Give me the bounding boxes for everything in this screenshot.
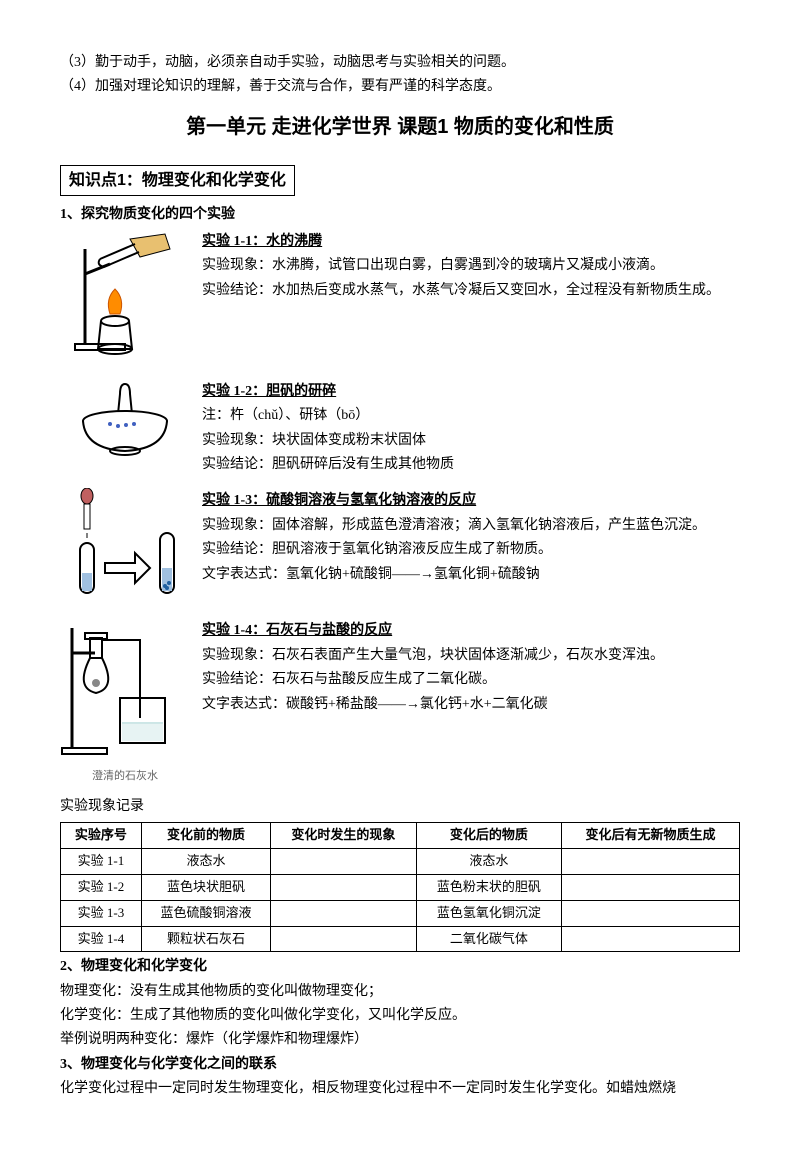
experiment-1-4-figure: 澄清的石灰水 bbox=[60, 618, 190, 786]
th-3: 变化后的物质 bbox=[416, 823, 561, 849]
section-3-title: 3、物理变化与化学变化之间的联系 bbox=[60, 1054, 740, 1076]
knowledge-point-1-title: 知识点1：物理变化和化学变化 bbox=[60, 165, 295, 197]
intro-line-4: （4）加强对理论知识的理解，善于交流与合作，要有严谨的科学态度。 bbox=[60, 76, 740, 98]
exp-1-2-conclusion: 实验结论：胆矾研碎后没有生成其他物质 bbox=[202, 454, 740, 476]
table-header-row: 实验序号 变化前的物质 变化时发生的现象 变化后的物质 变化后有无新物质生成 bbox=[61, 823, 740, 849]
table-row: 实验 1-1 液态水 液态水 bbox=[61, 849, 740, 875]
exp-1-4-phenomenon: 实验现象：石灰石表面产生大量气泡，块状固体逐渐减少，石灰水变浑浊。 bbox=[202, 645, 740, 667]
th-0: 实验序号 bbox=[61, 823, 142, 849]
th-2: 变化时发生的现象 bbox=[271, 823, 416, 849]
experiment-1-1: 实验 1-1：水的沸腾 实验现象：水沸腾，试管口出现白雾，白雾遇到冷的玻璃片又凝… bbox=[60, 229, 740, 369]
exp-1-2-title: 实验 1-2：胆矾的研碎 bbox=[202, 384, 336, 399]
exp-1-3-conclusion: 实验结论：胆矾溶液于氢氧化钠溶液反应生成了新物质。 bbox=[202, 539, 740, 561]
table-row: 实验 1-3 蓝色硫酸铜溶液 蓝色氢氧化铜沉淀 bbox=[61, 900, 740, 926]
example-line: 举例说明两种变化：爆炸（化学爆炸和物理爆炸） bbox=[60, 1029, 740, 1051]
th-1: 变化前的物质 bbox=[141, 823, 270, 849]
intro-line-3: （3）勤于动手，动脑，必须亲自动手实验，动脑思考与实验相关的问题。 bbox=[60, 52, 740, 74]
exp-1-1-conclusion: 实验结论：水加热后变成水蒸气，水蒸气冷凝后又变回水，全过程没有新物质生成。 bbox=[202, 280, 740, 302]
experiment-1-3-figure bbox=[60, 488, 190, 608]
section-2-title: 2、物理变化和化学变化 bbox=[60, 956, 740, 978]
table-caption: 实验现象记录 bbox=[60, 796, 740, 818]
exp-1-1-phenomenon: 实验现象：水沸腾，试管口出现白雾，白雾遇到冷的玻璃片又凝成小液滴。 bbox=[202, 255, 740, 277]
exp-1-4-equation: 文字表达式：碳酸钙+稀盐酸——→氯化钙+水+二氧化碳 bbox=[202, 694, 740, 716]
table-row: 实验 1-2 蓝色块状胆矾 蓝色粉末状的胆矾 bbox=[61, 874, 740, 900]
experiment-record-table: 实验序号 变化前的物质 变化时发生的现象 变化后的物质 变化后有无新物质生成 实… bbox=[60, 822, 740, 952]
experiment-1-3: 实验 1-3：硫酸铜溶液与氢氧化钠溶液的反应 实验现象：固体溶解，形成蓝色澄清溶… bbox=[60, 488, 740, 608]
experiment-1-4: 澄清的石灰水 实验 1-4：石灰石与盐酸的反应 实验现象：石灰石表面产生大量气泡… bbox=[60, 618, 740, 786]
exp-1-2-phenomenon: 实验现象：块状固体变成粉末状固体 bbox=[202, 430, 740, 452]
exp-1-3-phenomenon: 实验现象：固体溶解，形成蓝色澄清溶液；滴入氢氧化钠溶液后，产生蓝色沉淀。 bbox=[202, 515, 740, 537]
physical-change-def: 物理变化：没有生成其他物质的变化叫做物理变化； bbox=[60, 981, 740, 1003]
exp-1-3-equation: 文字表达式：氢氧化钠+硫酸铜——→氢氧化铜+硫酸钠 bbox=[202, 564, 740, 586]
chemical-change-def: 化学变化：生成了其他物质的变化叫做化学变化，又叫化学反应。 bbox=[60, 1005, 740, 1027]
exp-1-4-img-label: 澄清的石灰水 bbox=[60, 768, 190, 786]
th-4: 变化后有无新物质生成 bbox=[562, 823, 740, 849]
exp-1-1-title: 实验 1-1：水的沸腾 bbox=[202, 234, 322, 249]
experiment-1-2-figure bbox=[60, 379, 190, 459]
experiment-1-1-figure bbox=[60, 229, 190, 369]
experiments-intro: 1、探究物质变化的四个实验 bbox=[60, 204, 740, 226]
experiment-1-2: 实验 1-2：胆矾的研碎 注：杵（chǔ）、研钵（bō） 实验现象：块状固体变成… bbox=[60, 379, 740, 479]
relation-line: 化学变化过程中一定同时发生物理变化，相反物理变化过程中不一定同时发生化学变化。如… bbox=[60, 1078, 740, 1100]
exp-1-2-note: 注：杵（chǔ）、研钵（bō） bbox=[202, 405, 740, 427]
exp-1-3-title: 实验 1-3：硫酸铜溶液与氢氧化钠溶液的反应 bbox=[202, 493, 476, 508]
table-row: 实验 1-4 颗粒状石灰石 二氧化碳气体 bbox=[61, 926, 740, 952]
exp-1-4-title: 实验 1-4：石灰石与盐酸的反应 bbox=[202, 623, 392, 638]
exp-1-4-conclusion: 实验结论：石灰石与盐酸反应生成了二氧化碳。 bbox=[202, 669, 740, 691]
unit-title: 第一单元 走进化学世界 课题1 物质的变化和性质 bbox=[60, 111, 740, 143]
